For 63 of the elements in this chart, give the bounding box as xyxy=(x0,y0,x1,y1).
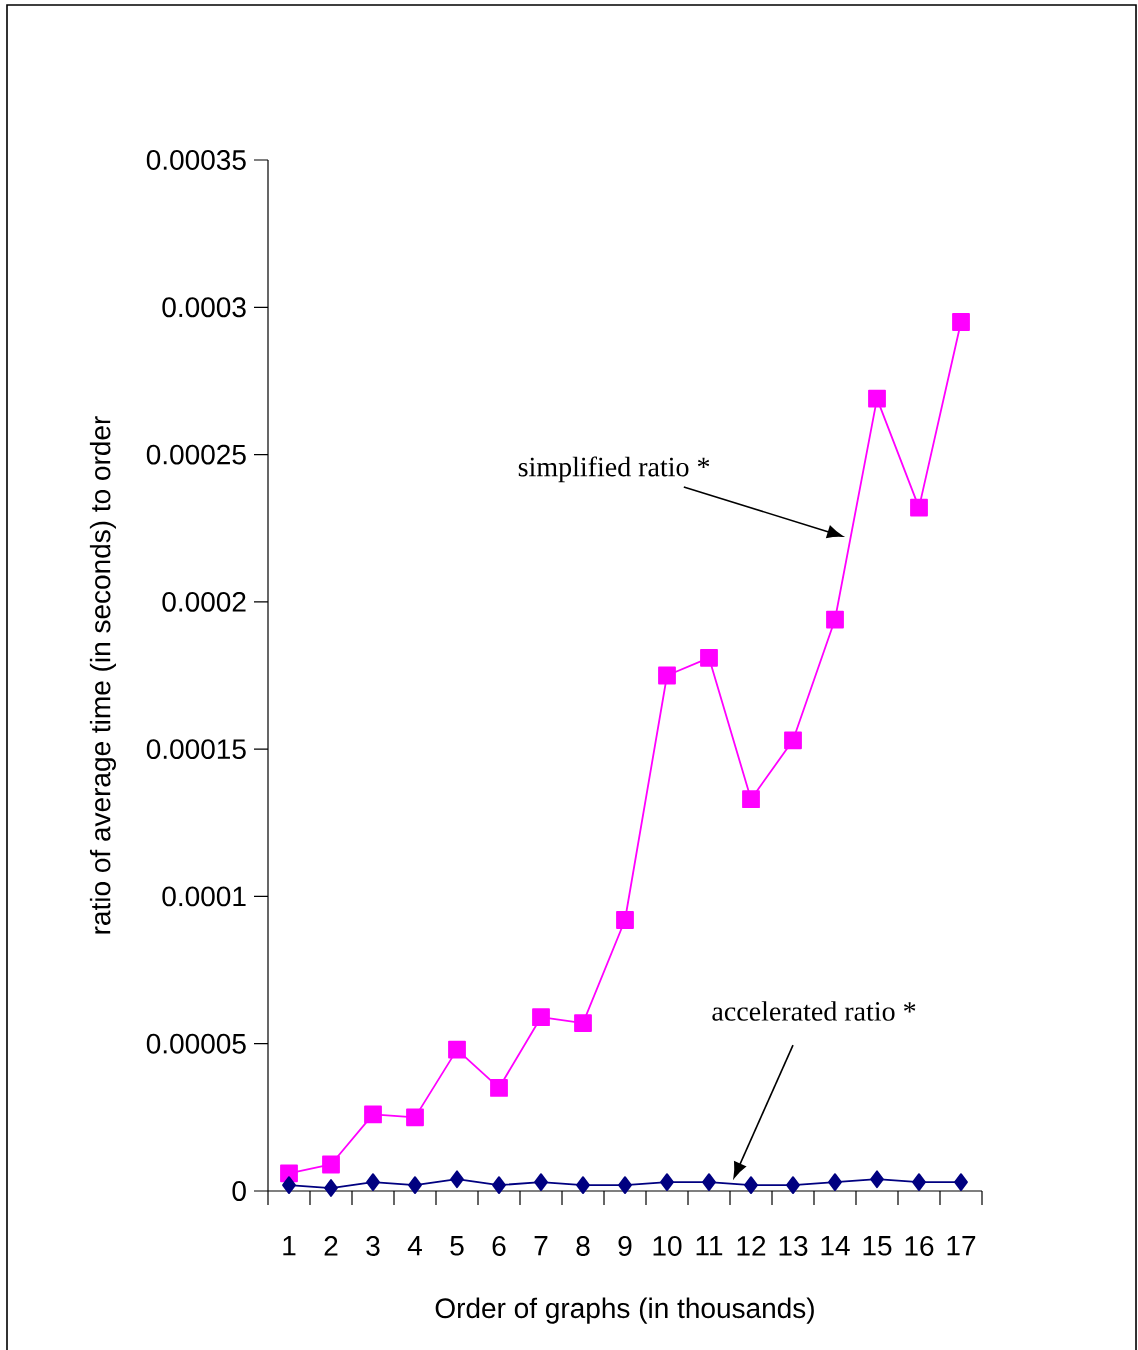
x-tick-label: 13 xyxy=(779,1236,808,1256)
point xyxy=(870,1170,884,1189)
y-tick-label: 0.00005 xyxy=(146,1033,246,1054)
y-tick-label: 0.0003 xyxy=(162,297,246,318)
point xyxy=(490,1079,508,1097)
y-axis-title: ratio of average time (in seconds) to order xyxy=(89,416,116,934)
point xyxy=(952,313,970,331)
point xyxy=(364,1105,382,1124)
point xyxy=(406,1108,424,1127)
point xyxy=(912,1173,926,1192)
x-axis-title: Order of graphs (in thousands) xyxy=(435,1297,814,1324)
point xyxy=(574,1014,592,1032)
point xyxy=(322,1155,340,1174)
point xyxy=(660,1173,674,1192)
point xyxy=(742,790,760,809)
x-tick-label: 15 xyxy=(863,1236,892,1256)
x-tick-label: 16 xyxy=(905,1236,934,1256)
point xyxy=(282,1176,296,1195)
annotation: accelerated ratio * xyxy=(712,1001,916,1021)
annotation: simplified ratio * xyxy=(518,456,710,483)
point xyxy=(744,1176,758,1195)
point xyxy=(910,498,928,517)
point xyxy=(658,666,676,685)
point xyxy=(868,389,886,408)
x-tick-label: 10 xyxy=(653,1236,682,1256)
x-tick-label: 11 xyxy=(696,1236,723,1256)
y-tick-label: 0.0002 xyxy=(162,591,246,612)
point xyxy=(954,1173,968,1192)
point xyxy=(324,1179,338,1197)
x-tick-label: 1 xyxy=(283,1236,296,1256)
y-tick-label: 0.00025 xyxy=(146,444,246,465)
x-tick-label: 4 xyxy=(407,1236,422,1256)
point xyxy=(450,1170,464,1189)
point xyxy=(492,1176,506,1195)
point xyxy=(532,1008,550,1027)
x-tick-label: 2 xyxy=(324,1236,338,1256)
y-tick-label: 0 xyxy=(232,1181,246,1201)
x-tick-label: 8 xyxy=(576,1236,590,1256)
point xyxy=(616,911,634,929)
x-tick-label: 7 xyxy=(534,1236,548,1256)
point xyxy=(702,1173,716,1192)
point xyxy=(448,1040,466,1059)
x-tick-label: 5 xyxy=(450,1236,464,1256)
point xyxy=(826,610,844,629)
point xyxy=(576,1176,590,1195)
point xyxy=(618,1176,632,1195)
point xyxy=(534,1173,548,1192)
point xyxy=(408,1176,422,1195)
x-tick-label: 14 xyxy=(821,1236,850,1256)
point xyxy=(280,1164,298,1183)
point xyxy=(784,731,802,750)
point xyxy=(828,1173,842,1192)
y-tick-label: 0.00015 xyxy=(146,739,246,760)
x-tick-label: 9 xyxy=(618,1236,632,1256)
x-tick-label: 6 xyxy=(492,1236,506,1256)
point xyxy=(700,648,718,667)
x-tick-label: 3 xyxy=(366,1236,380,1256)
point xyxy=(786,1176,800,1195)
y-tick-label: 0.00035 xyxy=(146,150,246,170)
y-tick-label: 0.0001 xyxy=(162,886,246,907)
x-tick-label: 12 xyxy=(737,1236,766,1256)
point xyxy=(366,1173,380,1192)
x-tick-label: 17 xyxy=(947,1236,976,1256)
